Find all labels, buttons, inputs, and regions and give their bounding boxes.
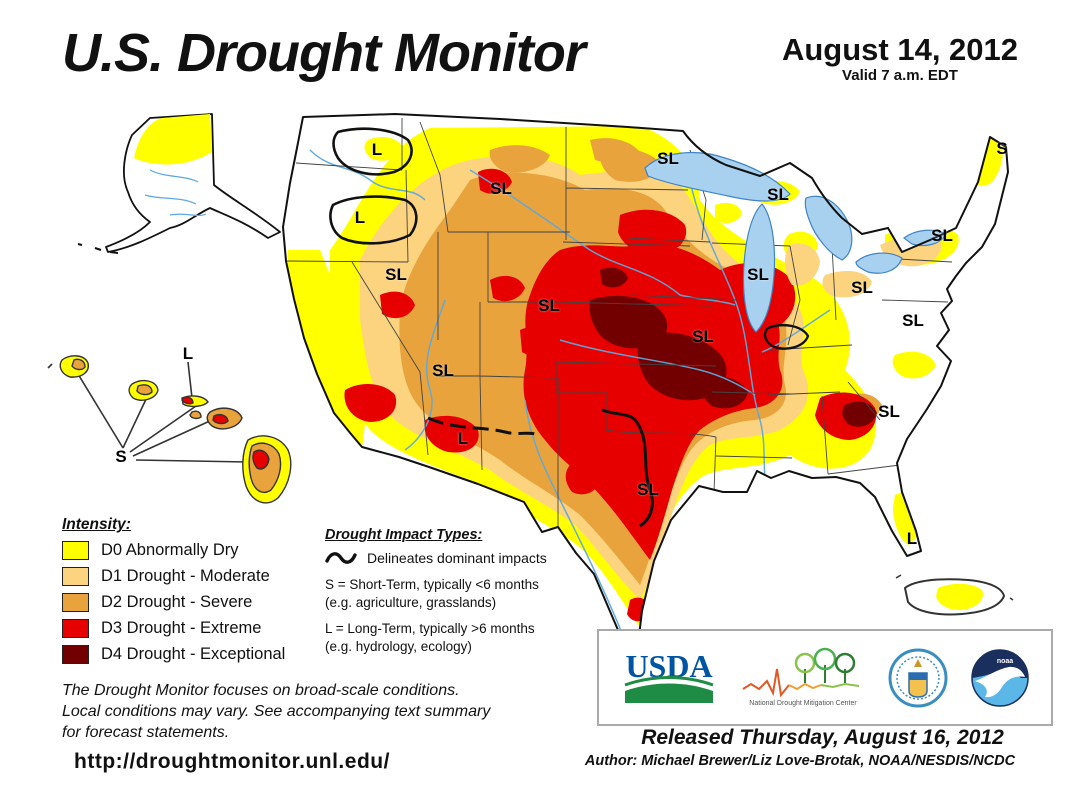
d4-label: D4 Drought - Exceptional xyxy=(101,645,286,663)
legend-heading: Intensity: xyxy=(62,516,131,533)
impact-delineates-label: Delineates dominant impacts xyxy=(367,550,547,566)
impact-long-term: L = Long-Term, typically >6 months xyxy=(325,621,535,637)
disclaimer: The Drought Monitor focuses on broad-sca… xyxy=(62,680,490,743)
noaa-logo: noaa xyxy=(971,648,1029,707)
impact-short-term-example: (e.g. agriculture, grasslands) xyxy=(325,594,497,610)
d0-label: D0 Abnormally Dry xyxy=(101,541,239,559)
legend-item-d4: D4 Drought - Exceptional xyxy=(62,645,285,664)
us-outline xyxy=(282,113,1009,654)
disclaimer-line-2: Local conditions may vary. See accompany… xyxy=(62,703,491,721)
ndmc-caption: National Drought Mitigation Center xyxy=(749,700,857,707)
tilde-icon xyxy=(325,552,357,564)
disclaimer-line-3: for forecast statements. xyxy=(62,724,230,742)
impact-delineation-lines xyxy=(329,127,810,528)
puerto-rico-inset xyxy=(895,574,1014,616)
d2-swatch xyxy=(62,593,89,612)
drought-regions xyxy=(285,118,1003,641)
drought-monitor-url[interactable]: http://droughtmonitor.unl.edu/ xyxy=(74,750,390,773)
d2-label: D2 Drought - Severe xyxy=(101,593,253,611)
commerce-seal xyxy=(888,648,948,707)
ndmc-logo: National Drought Mitigation Center xyxy=(742,647,860,707)
rivers xyxy=(309,149,831,641)
impact-delineates-row: Delineates dominant impacts xyxy=(325,550,625,566)
author-credit: Author: Michael Brewer/Liz Love-Brotak, … xyxy=(584,753,1016,769)
agency-logos-box: USDA National Drought Mitigation Center xyxy=(597,629,1053,726)
d3-label: D3 Drought - Extreme xyxy=(101,619,262,637)
alaska-inset xyxy=(77,113,281,254)
valid-time: Valid 7 a.m. EDT xyxy=(842,66,958,84)
d4-swatch xyxy=(62,645,89,664)
legend-item-d1: D1 Drought - Moderate xyxy=(62,567,285,586)
legend-item-d3: D3 Drought - Extreme xyxy=(62,619,285,638)
impact-short-term: S = Short-Term, typically <6 months xyxy=(325,577,539,592)
impact-long-term-example: (e.g. hydrology, ecology) xyxy=(325,638,472,654)
d0-swatch xyxy=(62,541,89,560)
legend-item-d2: D2 Drought - Severe xyxy=(62,593,285,612)
impact-types-section: Drought Impact Types: Delineates dominan… xyxy=(325,527,625,655)
d3-swatch xyxy=(62,619,89,638)
d1-label: D1 Drought - Moderate xyxy=(101,567,270,585)
d1-swatch xyxy=(62,567,89,586)
page-title: U.S. Drought Monitor xyxy=(62,23,586,83)
date-block: August 14, 2012 Valid 7 a.m. EDT xyxy=(745,32,1055,84)
disclaimer-line-1: The Drought Monitor focuses on broad-sca… xyxy=(62,682,460,699)
legend-item-d0: D0 Abnormally Dry xyxy=(62,541,285,560)
usda-logo: USDA xyxy=(624,648,714,703)
released-date: Released Thursday, August 16, 2012 xyxy=(641,726,1004,749)
impact-heading: Drought Impact Types: xyxy=(325,527,483,543)
intensity-legend: Intensity: D0 Abnormally Dry D1 Drought … xyxy=(62,516,285,671)
noaa-text: noaa xyxy=(997,658,1013,665)
map-date: August 14, 2012 xyxy=(781,32,1019,67)
hawaii-inset xyxy=(47,355,292,504)
